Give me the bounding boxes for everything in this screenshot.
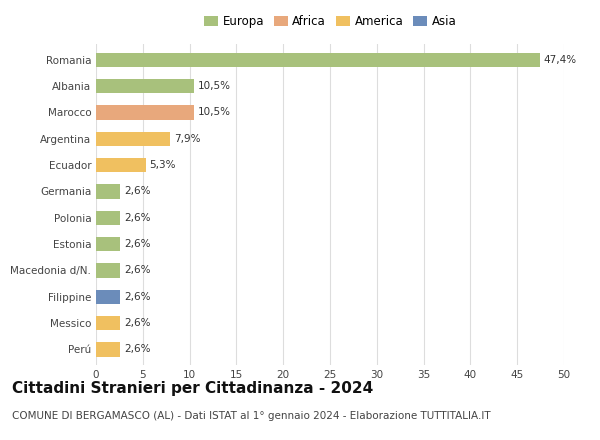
Text: 2,6%: 2,6% [124,292,151,302]
Text: 2,6%: 2,6% [124,187,151,196]
Text: 2,6%: 2,6% [124,318,151,328]
Bar [96,342,121,357]
Text: 47,4%: 47,4% [544,55,577,65]
Text: 2,6%: 2,6% [124,239,151,249]
Bar [96,132,170,146]
Bar [96,105,194,120]
Legend: Europa, Africa, America, Asia: Europa, Africa, America, Asia [202,12,458,30]
Text: COMUNE DI BERGAMASCO (AL) - Dati ISTAT al 1° gennaio 2024 - Elaborazione TUTTITA: COMUNE DI BERGAMASCO (AL) - Dati ISTAT a… [12,411,491,422]
Text: 10,5%: 10,5% [198,107,231,117]
Bar [96,158,146,172]
Bar [96,290,121,304]
Text: 2,6%: 2,6% [124,265,151,275]
Text: 10,5%: 10,5% [198,81,231,91]
Text: 2,6%: 2,6% [124,213,151,223]
Bar [96,263,121,278]
Text: 5,3%: 5,3% [149,160,176,170]
Bar [96,316,121,330]
Text: Cittadini Stranieri per Cittadinanza - 2024: Cittadini Stranieri per Cittadinanza - 2… [12,381,373,396]
Text: 7,9%: 7,9% [173,134,200,144]
Bar [96,79,194,93]
Bar [96,184,121,199]
Bar [96,52,539,67]
Text: 2,6%: 2,6% [124,345,151,354]
Bar [96,210,121,225]
Bar [96,237,121,251]
